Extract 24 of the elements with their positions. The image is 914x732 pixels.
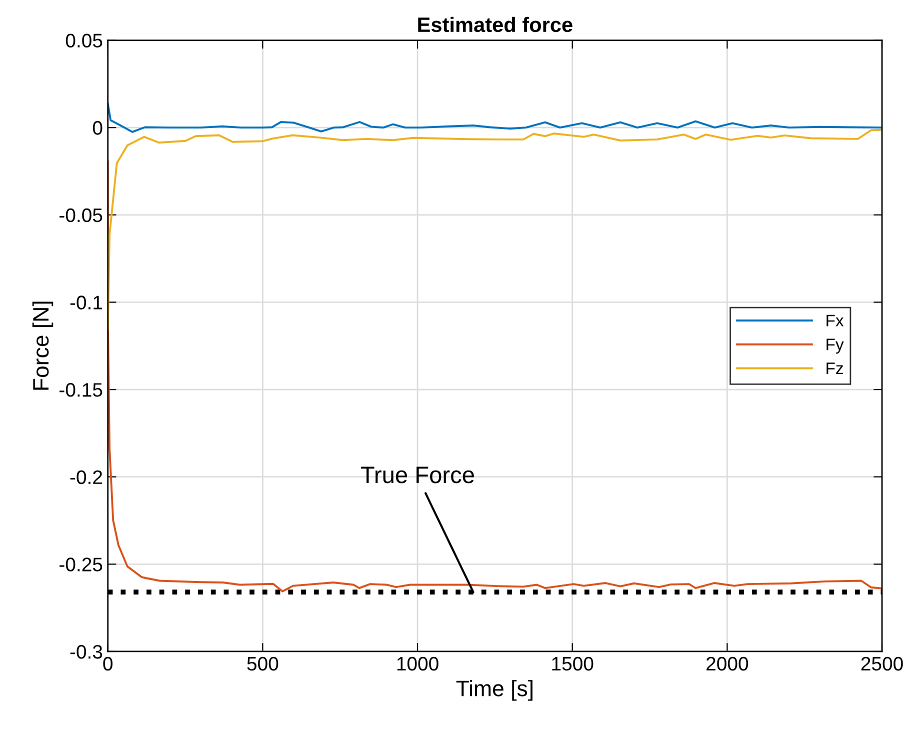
y-axis-title: Force [N] — [32, 302, 54, 390]
x-tick-label: 500 — [247, 656, 278, 671]
line-series — [108, 160, 882, 592]
line-series — [108, 128, 882, 332]
x-tick-label: 1000 — [397, 656, 438, 671]
x-tick-label: 0 — [103, 656, 112, 671]
y-tick-label: -0.3 — [70, 644, 102, 659]
y-tick-label: 0.05 — [66, 34, 102, 48]
legend-label: Fx — [826, 314, 844, 326]
line-series — [108, 102, 882, 133]
legend-label: Fy — [826, 338, 844, 354]
chart-title: Estimated force — [418, 16, 572, 32]
y-tick-label: -0.05 — [60, 208, 102, 222]
annotation: True Force — [360, 466, 474, 484]
x-tick-label: 2500 — [861, 656, 903, 671]
x-tick-label: 2000 — [706, 656, 748, 671]
x-axis-title: Time [s] — [456, 680, 532, 701]
legend-label: Fz — [826, 362, 843, 374]
x-tick-label: 1500 — [552, 656, 594, 671]
y-tick-label: -0.1 — [70, 296, 102, 310]
y-tick-label: -0.25 — [60, 558, 102, 572]
y-tick-label: 0 — [92, 121, 102, 135]
y-tick-label: -0.15 — [60, 382, 102, 397]
y-tick-label: -0.2 — [70, 470, 102, 484]
